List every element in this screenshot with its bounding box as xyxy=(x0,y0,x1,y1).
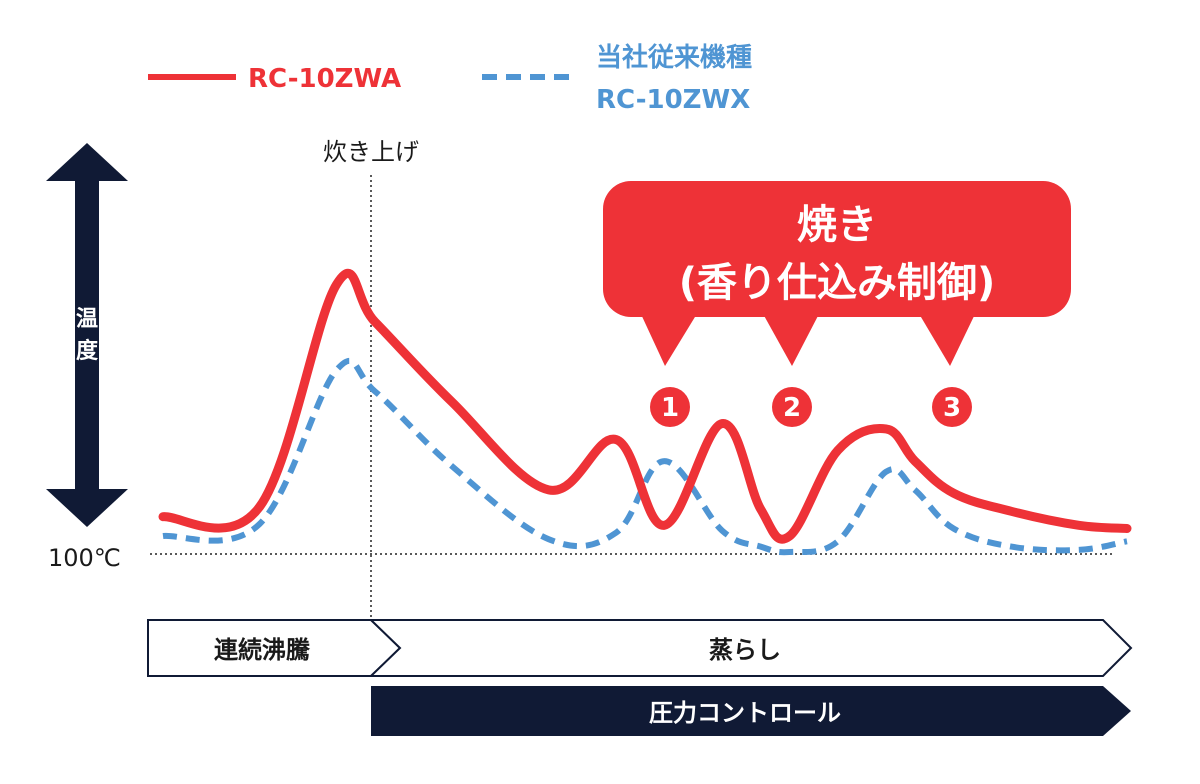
legend-label-old-model-line1: 当社従来機種 xyxy=(596,42,752,73)
badge-3-number: 3 xyxy=(943,393,961,423)
badge-2: 2 xyxy=(772,387,812,427)
phase-pressure-bar xyxy=(371,686,1131,736)
badge-1: 1 xyxy=(650,387,690,427)
phase-boil-label: 連続沸騰 xyxy=(214,636,310,664)
phase-steam-bar xyxy=(368,619,1133,677)
legend: RC-10ZWA 当社従来機種 RC-10ZWX xyxy=(148,42,752,115)
callout-title: 焼き xyxy=(797,202,877,248)
cook-marker-label: 炊き上げ xyxy=(323,138,419,166)
callout-subtitle: (香り仕込み制御) xyxy=(679,260,996,306)
badge-1-number: 1 xyxy=(661,393,679,423)
series-line-old-model xyxy=(162,357,1128,556)
y-axis-label-char2: 度 xyxy=(76,338,99,364)
baseline-label: 100℃ xyxy=(48,544,121,572)
y-axis-arrow xyxy=(46,143,128,527)
legend-label-new-model: RC-10ZWA xyxy=(248,64,401,94)
legend-label-old-model-line2: RC-10ZWX xyxy=(596,85,750,115)
phase-steam-label: 蒸らし xyxy=(709,636,781,664)
phase-pressure-label: 圧力コントロール xyxy=(649,699,841,727)
y-axis-label-char1: 温 xyxy=(76,307,98,332)
series-line-new-model xyxy=(158,268,1132,544)
badge-2-number: 2 xyxy=(783,393,801,423)
badge-3: 3 xyxy=(932,387,972,427)
callout: 焼き (香り仕込み制御) xyxy=(603,181,1071,366)
